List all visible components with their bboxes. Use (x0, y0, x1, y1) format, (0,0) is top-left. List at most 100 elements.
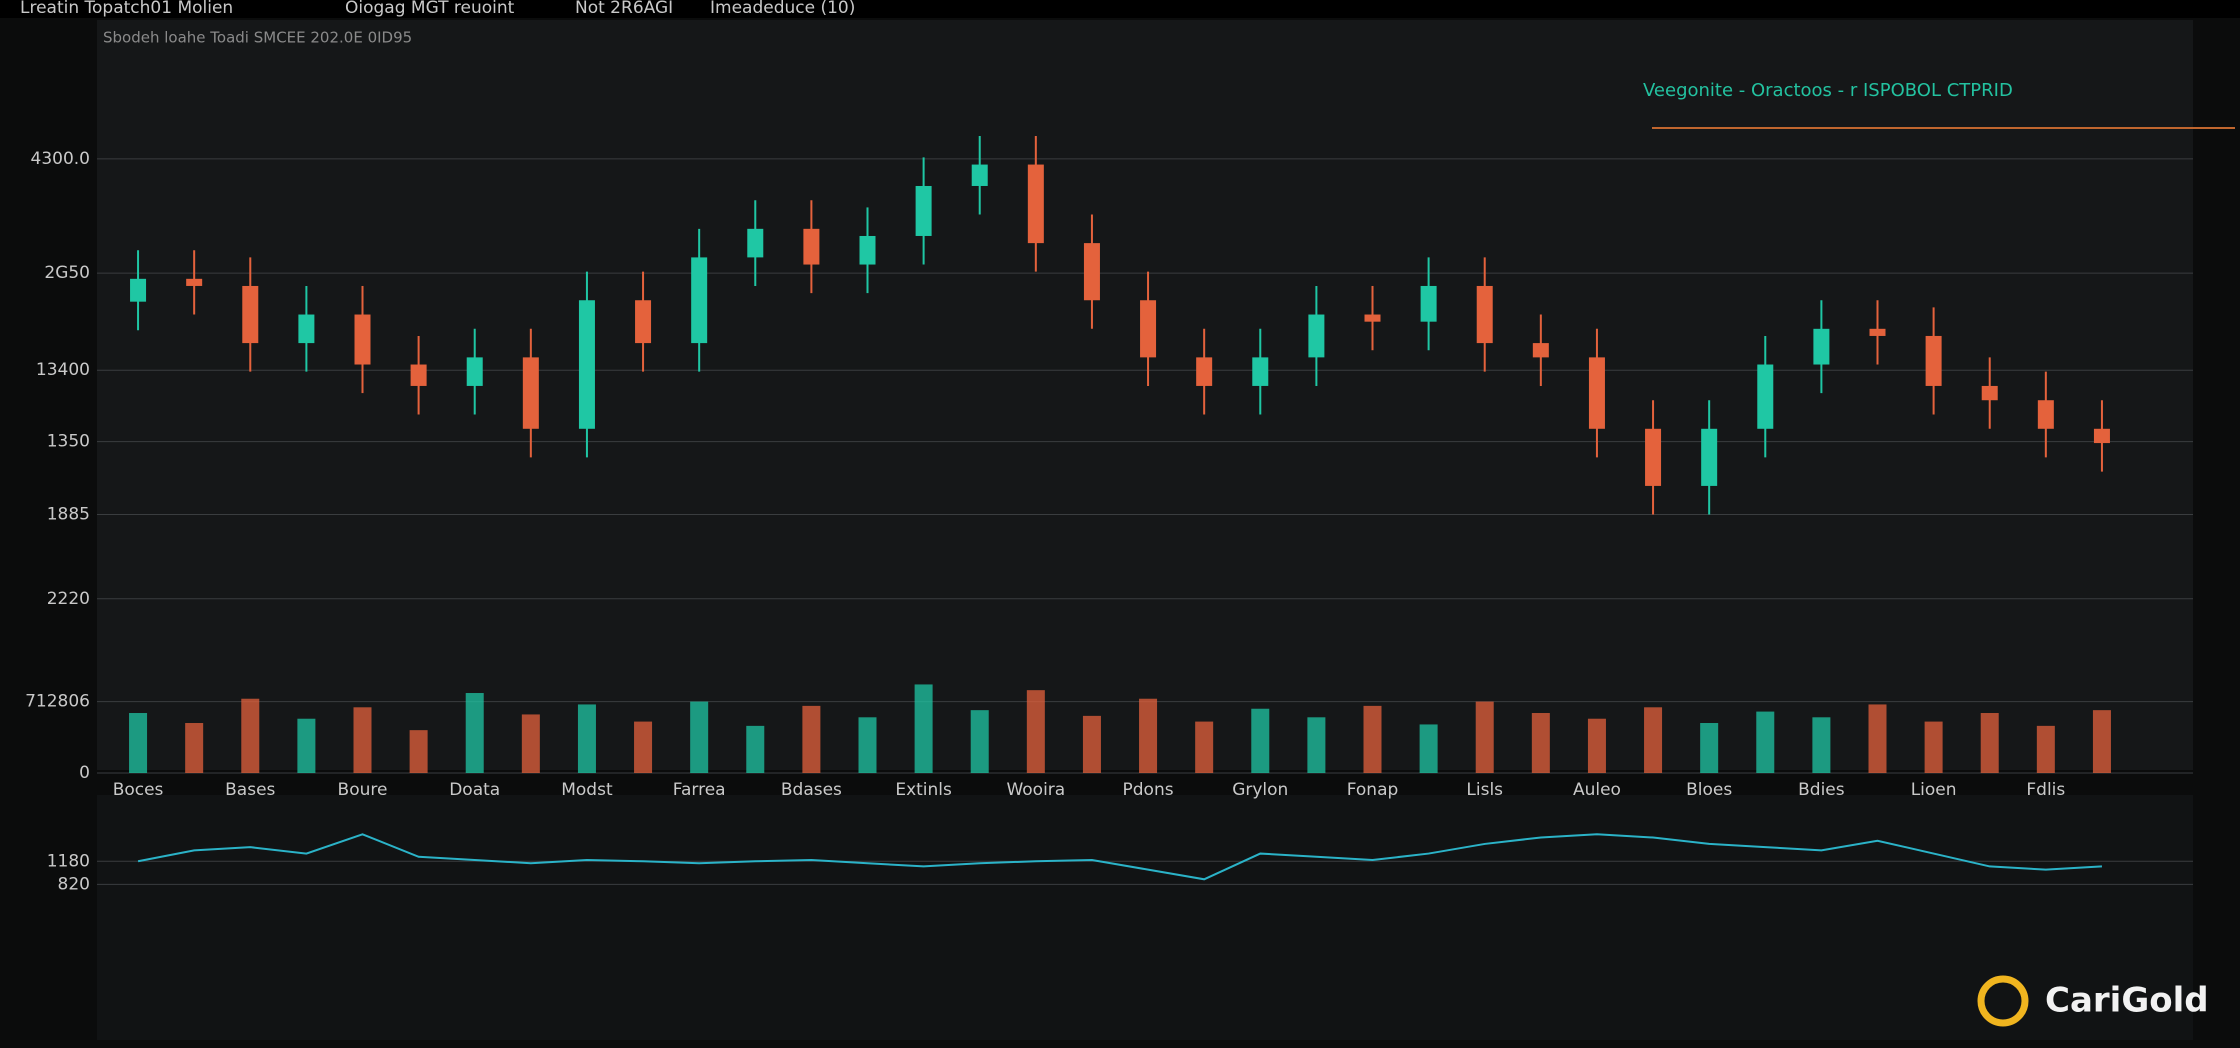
main-panel (97, 20, 2193, 770)
candle-body (1083, 243, 1100, 301)
y-tick-label: 712806 (25, 692, 90, 712)
x-tick-label: Boure (338, 780, 388, 800)
candle-body (1813, 328, 1830, 365)
volume-bar (129, 713, 148, 773)
x-tick-label: Lisls (1466, 780, 1503, 800)
candle-body (971, 164, 988, 186)
volume-bar (1475, 701, 1494, 773)
x-tick-label: Auleo (1573, 780, 1621, 800)
volume-bar (690, 701, 709, 773)
y-tick-label: 1350 (47, 432, 90, 452)
candle-body (1252, 357, 1269, 386)
lower-panel (97, 795, 2193, 1040)
x-tick-label: Boces (113, 780, 164, 800)
x-tick-label: Farrea (673, 780, 726, 800)
tab[interactable]: Not 2R6AGI (575, 0, 673, 18)
candle-body (1420, 285, 1437, 322)
volume-bar (1139, 698, 1158, 773)
volume-bar (2092, 710, 2111, 773)
tab-bar (0, 0, 2240, 18)
candle-body (242, 285, 259, 344)
volume-bar (1868, 704, 1887, 773)
candle-body (803, 228, 820, 265)
volume-bar (1082, 715, 1101, 773)
x-tick-label: Extinls (895, 780, 952, 800)
volume-bar (1419, 724, 1438, 773)
candle-body (466, 357, 483, 386)
logo-icon (1977, 975, 2029, 1027)
candle-body (635, 300, 652, 344)
y-tick-label: 13400 (36, 360, 90, 380)
volume-bar (521, 714, 540, 773)
candle-body (1757, 364, 1774, 429)
x-tick-label: Bloes (1686, 780, 1732, 800)
candle-body (1925, 335, 1942, 386)
candle-body (410, 364, 427, 386)
candle-body (578, 300, 595, 429)
y-tick-label: 2220 (47, 589, 90, 609)
candle-body (691, 257, 708, 344)
candle-body (747, 228, 764, 258)
candle-body (1364, 314, 1381, 322)
candle-body (1196, 357, 1213, 386)
y-tick-label: 0 (79, 763, 90, 783)
candle-body (2093, 428, 2110, 444)
volume-bar (1756, 711, 1775, 773)
volume-bar (2036, 725, 2055, 773)
candle-body (1140, 300, 1157, 358)
x-tick-label: Doata (449, 780, 500, 800)
candle-body (522, 357, 539, 429)
candle-body (130, 278, 147, 302)
candle-body (1981, 385, 1998, 401)
candle-body (1308, 314, 1325, 358)
candle-body (1588, 357, 1605, 429)
volume-bar (1924, 721, 1943, 773)
volume-bar (577, 704, 596, 773)
candle-body (354, 314, 371, 365)
x-tick-label: Lioen (1911, 780, 1957, 800)
x-tick-label: Bases (225, 780, 275, 800)
oscillator-line (137, 833, 2103, 881)
volume-bar (1531, 713, 1550, 773)
volume-bar (465, 693, 484, 773)
tab[interactable]: Oiogag MGT reuoint (345, 0, 515, 18)
y-tick-label: 4300.0 (31, 149, 90, 169)
volume-bar (297, 718, 316, 773)
candle-body (859, 235, 876, 265)
tab[interactable]: Imeadeduce (10) (710, 0, 855, 18)
logo: CariGold (2045, 981, 2209, 1021)
candle-body (1869, 328, 1886, 336)
y-tick-label: 1885 (47, 504, 90, 524)
volume-bar (746, 725, 765, 773)
x-tick-label: Fonap (1347, 780, 1399, 800)
volume-bar (241, 698, 260, 773)
annotation: Veegonite - Oractoos - r ISPOBOL CTPRID (1643, 80, 2013, 101)
volume-bar (1644, 707, 1663, 773)
candle-body (1532, 343, 1549, 358)
candle-body (1027, 164, 1044, 244)
volume-bar (1026, 690, 1045, 773)
volume-bar (185, 723, 204, 773)
y-tick-label: 2G50 (44, 263, 90, 283)
volume-bar (1195, 721, 1214, 773)
candle-body (298, 314, 315, 344)
x-tick-label: Wooira (1006, 780, 1065, 800)
x-tick-label: Grylon (1232, 780, 1288, 800)
candle-body (1645, 428, 1662, 486)
volume-bar (1812, 717, 1831, 773)
tab[interactable]: Lreatin Topatch01 Molien (20, 0, 233, 18)
x-tick-label: Bdies (1798, 780, 1845, 800)
volume-bar (353, 707, 372, 773)
candle-body (186, 278, 203, 286)
x-tick-label: Modst (561, 780, 613, 800)
y-tick-label: 1180 (47, 851, 90, 871)
volume-bar (1363, 705, 1382, 773)
subtitle: Sbodeh loahe Toadi SMCEE 202.0E 0ID95 (103, 29, 412, 47)
volume-bar (802, 705, 821, 773)
volume-bar (1587, 718, 1606, 773)
y-tick-label: 820 (58, 874, 90, 894)
x-tick-label: Fdlis (2026, 780, 2065, 800)
volume-bar (914, 684, 933, 773)
